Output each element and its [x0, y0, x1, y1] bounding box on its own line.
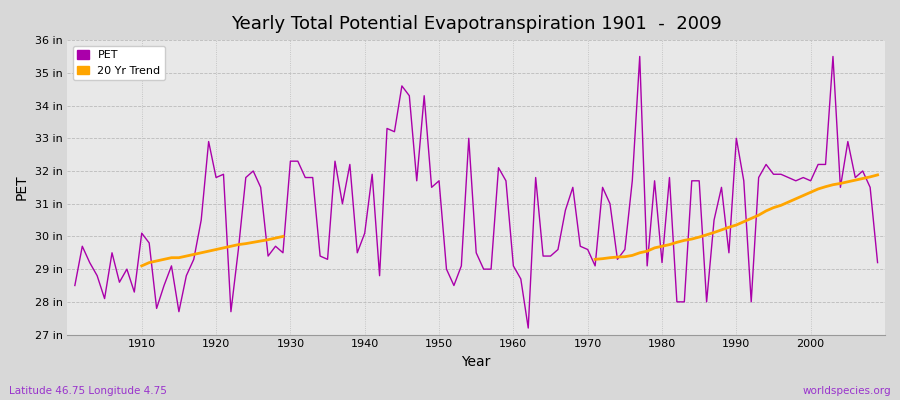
Text: Latitude 46.75 Longitude 4.75: Latitude 46.75 Longitude 4.75 [9, 386, 166, 396]
Y-axis label: PET: PET [15, 174, 29, 200]
Legend: PET, 20 Yr Trend: PET, 20 Yr Trend [73, 46, 165, 80]
X-axis label: Year: Year [462, 355, 490, 369]
Text: worldspecies.org: worldspecies.org [803, 386, 891, 396]
Title: Yearly Total Potential Evapotranspiration 1901  -  2009: Yearly Total Potential Evapotranspiratio… [230, 15, 722, 33]
